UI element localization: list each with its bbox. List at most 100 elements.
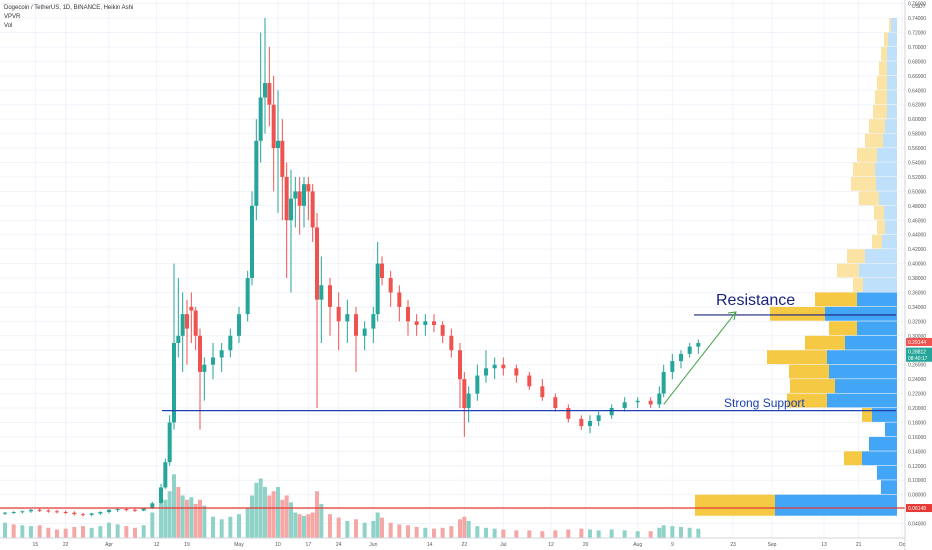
vp-bar-blue [857, 292, 897, 307]
candle-body [159, 487, 163, 504]
vp-bar-yellow [787, 393, 827, 408]
vp-bar-yellow [837, 263, 859, 278]
time-tick-label: 23 [730, 542, 736, 548]
volume-bar [219, 519, 224, 538]
vp-bar-blue [885, 220, 897, 235]
vp-bar-yellow [884, 32, 888, 47]
time-tick-label: 24 [336, 542, 342, 548]
volume-bar [648, 531, 653, 538]
time-tick-label: 13 [821, 542, 827, 548]
price-tick-label: 0.74000 [908, 16, 926, 22]
volume-bar [46, 527, 51, 538]
candle-body [176, 335, 181, 344]
price-badge [906, 504, 932, 513]
volume-bar [527, 530, 532, 538]
vp-bar-blue [879, 191, 897, 206]
vp-bar-blue [859, 263, 897, 278]
candle-body [336, 306, 341, 322]
volume-bar [319, 504, 324, 538]
price-tick-label: 0.64000 [908, 88, 926, 94]
time-tick-label: Sep [768, 542, 777, 548]
candle-body [263, 83, 267, 98]
price-badge-label: 0.28812 [908, 350, 926, 356]
price-badge-label: 0.06148 [908, 506, 926, 512]
vp-bar-yellow [857, 148, 877, 162]
volume-bar [280, 499, 285, 538]
vp-bar-blue [872, 408, 897, 422]
candle-body [219, 350, 224, 358]
candle-body [657, 393, 662, 405]
volume-bar [198, 499, 202, 538]
time-tick-label: 22 [462, 542, 468, 548]
candle-body [696, 343, 701, 347]
candle-body [566, 408, 571, 419]
vp-bar-blue [888, 32, 897, 47]
vp-bar-blue [876, 176, 897, 191]
candle-body [46, 510, 51, 512]
volume-bar [185, 499, 189, 538]
volume-bar [245, 508, 250, 538]
price-tick-label: 0.42000 [908, 247, 926, 253]
volume-bar [635, 531, 640, 538]
vp-bar-blue [877, 465, 897, 480]
volume-bar [310, 512, 315, 538]
candle-body [167, 422, 172, 463]
vp-bar-blue [887, 61, 897, 76]
time-tick-label: 12 [548, 542, 554, 548]
volume-bar [254, 482, 259, 538]
candle-body [202, 364, 207, 372]
candle-body [492, 364, 497, 369]
candle-body [679, 353, 683, 362]
candle-body [458, 350, 462, 380]
vp-bar-blue [845, 335, 897, 350]
candle-body [180, 314, 185, 336]
volume-bar [237, 514, 241, 538]
price-tick-label: 0.46000 [908, 218, 926, 224]
candle-body [228, 335, 233, 351]
time-axis: 15 22 Apr 12 19 May 10 17 24 Jun 14 22 Jul 12 20 Aug 9 23… [33, 542, 906, 548]
candle-body [622, 402, 627, 409]
price-tick-label: 0.60000 [908, 117, 926, 123]
vp-bar-blue [881, 480, 897, 495]
volume-bar [354, 519, 358, 538]
volume-bar [3, 522, 7, 538]
candle-body [596, 415, 601, 422]
vp-bar-blue [883, 133, 897, 148]
price-tick-label: 0.72000 [908, 30, 926, 36]
vp-bar-blue [887, 104, 897, 119]
candle-body [328, 285, 332, 307]
vp-bar-blue [891, 18, 897, 32]
time-tick-label: 20 [583, 542, 589, 548]
volume-bar [124, 526, 129, 538]
time-tick-label: May [234, 542, 244, 548]
price-badge [906, 347, 932, 356]
candle-body [280, 140, 285, 177]
volume-bar [579, 528, 584, 538]
vp-bar-blue [885, 119, 897, 133]
volume-bar [20, 525, 25, 538]
candle-body [115, 509, 120, 511]
trend-arrowhead [727, 311, 737, 321]
vp-bar-yellow [875, 90, 887, 105]
price-tick-label: 0.76000 [908, 2, 926, 8]
volume-bar [388, 522, 393, 538]
price-tick-label: 0.18000 [908, 420, 926, 426]
candle-body [466, 393, 471, 409]
volume-bar [596, 530, 601, 538]
candle-body [380, 263, 384, 279]
price-tick-label: 0.56000 [908, 146, 926, 152]
vp-bar-yellow [851, 176, 876, 191]
candle-body [245, 278, 250, 315]
candle-body [193, 310, 198, 336]
price-tick-label: 0.52000 [908, 175, 926, 181]
candle-body [423, 321, 428, 325]
candle-body [258, 97, 263, 141]
volume-bar [263, 487, 267, 538]
volume-bar [566, 529, 571, 538]
candle-body [319, 285, 324, 300]
trend-arrow-line [663, 311, 737, 405]
vp-bar-blue [827, 393, 897, 408]
price-tick-label: 0.40000 [908, 262, 926, 268]
volume-bar [63, 528, 68, 538]
